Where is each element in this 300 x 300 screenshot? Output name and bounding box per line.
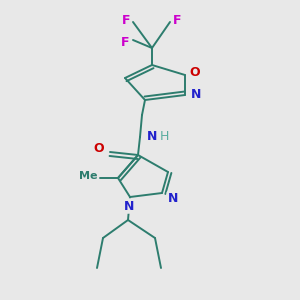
Text: Me: Me bbox=[79, 171, 97, 181]
Text: O: O bbox=[94, 142, 104, 154]
Text: N: N bbox=[191, 88, 201, 101]
Text: O: O bbox=[190, 67, 200, 80]
Text: H: H bbox=[159, 130, 169, 142]
Text: N: N bbox=[124, 200, 134, 212]
Text: N: N bbox=[147, 130, 157, 142]
Text: F: F bbox=[121, 37, 129, 50]
Text: N: N bbox=[168, 193, 178, 206]
Text: F: F bbox=[173, 14, 181, 26]
Text: F: F bbox=[122, 14, 130, 26]
